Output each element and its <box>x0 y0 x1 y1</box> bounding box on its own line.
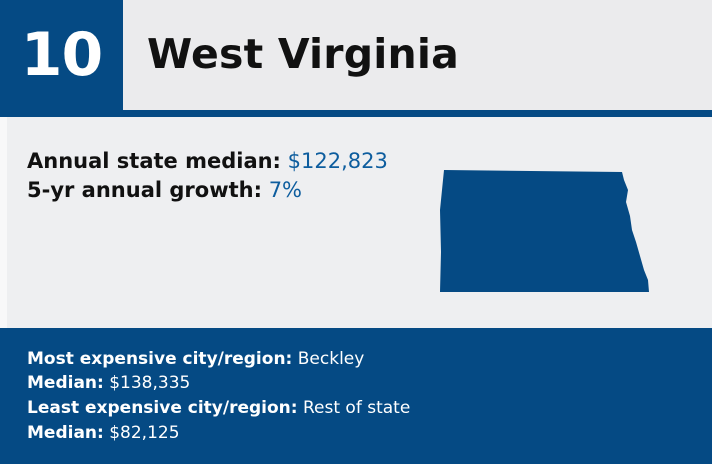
most-median-label: Median: <box>27 373 104 393</box>
state-shape <box>440 170 649 292</box>
panel-edge <box>0 117 7 328</box>
header-divider <box>0 110 712 117</box>
growth-value: 7% <box>268 178 303 202</box>
city-details: Most expensive city/region: Beckley Medi… <box>0 328 712 464</box>
median-value: $122,823 <box>287 149 388 173</box>
growth-stat: 5-yr annual growth: 7% <box>27 178 302 202</box>
rank-number: 10 <box>20 20 103 90</box>
most-expensive-label: Most expensive city/region: <box>27 349 293 369</box>
most-median-value: $138,335 <box>109 373 191 393</box>
least-expensive-row: Least expensive city/region: Rest of sta… <box>27 398 410 418</box>
most-expensive-median-row: Median: $138,335 <box>27 373 190 393</box>
least-expensive-value: Rest of state <box>303 398 411 418</box>
least-expensive-label: Least expensive city/region: <box>27 398 298 418</box>
median-stat: Annual state median: $122,823 <box>27 149 388 173</box>
least-expensive-median-row: Median: $82,125 <box>27 423 180 443</box>
least-median-label: Median: <box>27 423 104 443</box>
growth-label: 5-yr annual growth: <box>27 178 262 202</box>
most-expensive-row: Most expensive city/region: Beckley <box>27 349 364 369</box>
least-median-value: $82,125 <box>109 423 180 443</box>
median-label: Annual state median: <box>27 149 281 173</box>
rank-badge: 10 <box>0 0 123 110</box>
state-outline-icon <box>440 170 649 292</box>
most-expensive-value: Beckley <box>297 349 365 369</box>
card-header: 10 West Virginia <box>0 0 712 110</box>
state-title: West Virginia <box>147 30 460 78</box>
